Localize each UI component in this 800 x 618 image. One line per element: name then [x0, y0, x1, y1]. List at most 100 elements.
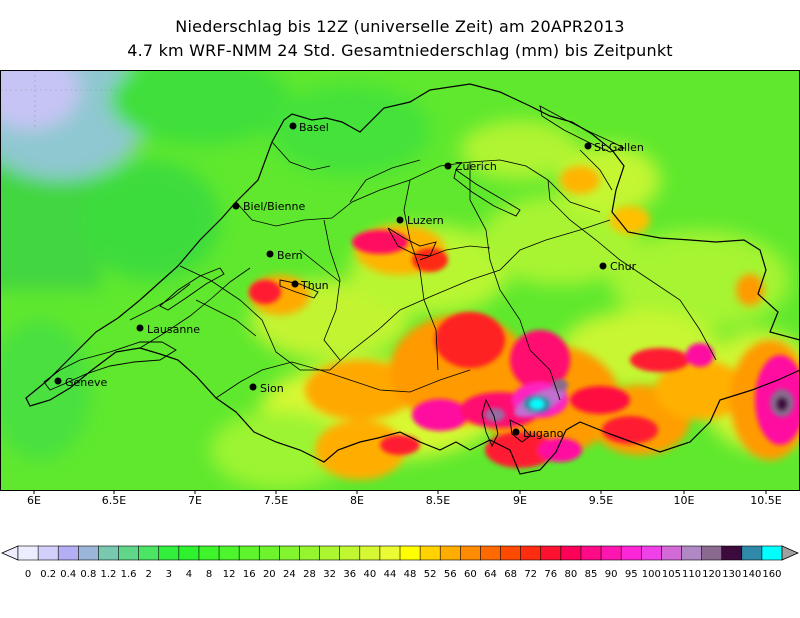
colorbar-swatch	[258, 545, 280, 561]
city-chur: Chur	[599, 260, 637, 273]
city-geneve: Geneve	[54, 376, 108, 389]
city-lausanne: Lausanne	[136, 323, 200, 336]
colorbar-swatch	[721, 545, 743, 561]
city-label: Basel	[299, 121, 329, 134]
colorbar-label: 36	[343, 569, 356, 580]
colorbar-label: 8	[206, 569, 212, 580]
colorbar-swatch	[419, 545, 441, 561]
city-label: Biel/Bienne	[243, 200, 305, 213]
precipitation-map: Basel Zuerich St.Gallen Biel/Bienne Luze…	[0, 70, 800, 491]
colorbar-label: 60	[464, 569, 477, 580]
colorbar-label: 24	[283, 569, 296, 580]
lake-maggiore	[481, 398, 499, 448]
colorbar-label: 4	[186, 569, 192, 580]
colorbar-swatch	[98, 545, 120, 561]
lon-tick-label: 9.5E	[589, 494, 613, 507]
lake-zurich	[453, 169, 521, 217]
colorbar-swatch	[500, 545, 522, 561]
colorbar-swatch	[480, 545, 502, 561]
canton-borders	[129, 141, 717, 401]
colorbar-swatch	[78, 545, 100, 561]
city-label: Zuerich	[455, 160, 497, 173]
lake-geneva	[43, 341, 177, 391]
colorbar-swatch	[37, 545, 59, 561]
colorbar-label: 95	[625, 569, 638, 580]
colorbar-label: 40	[363, 569, 376, 580]
graticule	[0, 70, 120, 130]
city-st-gallen: St.Gallen	[584, 141, 644, 154]
colorbar-swatch	[540, 545, 562, 561]
lake-lucerne	[387, 227, 437, 257]
colorbar-swatch	[620, 545, 642, 561]
chart-title-line-2: 4.7 km WRF-NMM 24 Std. Gesamtniederschla…	[127, 41, 673, 60]
colorbar-label: 12	[223, 569, 236, 580]
colorbar-label: 0	[25, 569, 31, 580]
city-thun: Thun	[291, 279, 329, 292]
colorbar-swatch	[138, 545, 160, 561]
colorbar-label: 20	[263, 569, 276, 580]
colorbar-label: 3	[166, 569, 172, 580]
lakes	[43, 105, 626, 448]
colorbar-swatch	[279, 545, 301, 561]
lon-tick-label: 7E	[188, 494, 202, 507]
lon-tick-label: 6E	[27, 494, 41, 507]
colorbar-label: 130	[722, 569, 741, 580]
colorbar-swatch	[57, 545, 79, 561]
colorbar-swatch	[741, 545, 763, 561]
city-label: Lausanne	[147, 323, 200, 336]
colorbar-swatch	[319, 545, 341, 561]
colorbar-swatch	[198, 545, 220, 561]
colorbar-label: 90	[605, 569, 618, 580]
city-luzern: Luzern	[396, 214, 444, 227]
colorbar-swatch	[600, 545, 622, 561]
colorbar-label: 80	[565, 569, 578, 580]
colorbar-swatch	[761, 545, 783, 561]
lon-tick-label: 8E	[350, 494, 364, 507]
colorbar-swatch	[640, 545, 662, 561]
precip-field-extreme	[485, 379, 794, 422]
city-label: Thun	[300, 279, 329, 292]
colorbar-swatch	[178, 545, 200, 561]
lon-tick-marks	[33, 490, 767, 494]
lake-neuchatel	[159, 267, 225, 311]
colorbar-label: 0.4	[60, 569, 76, 580]
colorbar-label: 52	[424, 569, 437, 580]
colorbar-label: 2	[145, 569, 151, 580]
colorbar-min-arrow	[1, 545, 19, 561]
colorbar-label: 68	[504, 569, 517, 580]
colorbar-label: 1.6	[121, 569, 137, 580]
lon-tick-label: 6.5E	[102, 494, 126, 507]
colorbar-swatch	[238, 545, 260, 561]
lon-tick-label: 7.5E	[264, 494, 288, 507]
colorbar-swatches	[1, 545, 799, 561]
city-basel: Basel	[289, 121, 329, 134]
colorbar-label: 72	[524, 569, 537, 580]
colorbar-label: 110	[682, 569, 701, 580]
colorbar-label: 105	[662, 569, 681, 580]
lake-constance	[539, 105, 626, 153]
colorbar-swatch	[701, 545, 723, 561]
colorbar-label: 44	[384, 569, 397, 580]
colorbar-swatch	[520, 545, 542, 561]
colorbar-label: 100	[642, 569, 661, 580]
city-markers: Basel Zuerich St.Gallen Biel/Bienne Luze…	[54, 121, 644, 440]
colorbar-legend: 0 0.2 0.4 0.8 1.2 1.6 2 3 4 8 12 16 20 24 28 32 36 40 44 48…	[1, 545, 799, 580]
city-label: Chur	[610, 260, 637, 273]
colorbar-swatch	[379, 545, 401, 561]
colorbar-label: 32	[323, 569, 336, 580]
colorbar-swatch	[359, 545, 381, 561]
city-lugano: Lugano	[512, 427, 564, 440]
colorbar-label: 56	[444, 569, 457, 580]
colorbar-swatch	[681, 545, 703, 561]
colorbar-labels: 0 0.2 0.4 0.8 1.2 1.6 2 3 4 8 12 16 20 24 28 32 36 40 44 48…	[25, 569, 782, 580]
city-bern: Bern	[266, 249, 303, 262]
city-zuerich: Zuerich	[444, 160, 497, 173]
colorbar-label: 48	[404, 569, 417, 580]
colorbar-swatch	[218, 545, 240, 561]
lake-thun	[279, 279, 319, 299]
colorbar-label: 0.8	[80, 569, 96, 580]
lon-tick-label: 9E	[513, 494, 527, 507]
colorbar-label: 76	[544, 569, 557, 580]
country-border	[25, 83, 800, 475]
colorbar-swatch	[17, 545, 39, 561]
